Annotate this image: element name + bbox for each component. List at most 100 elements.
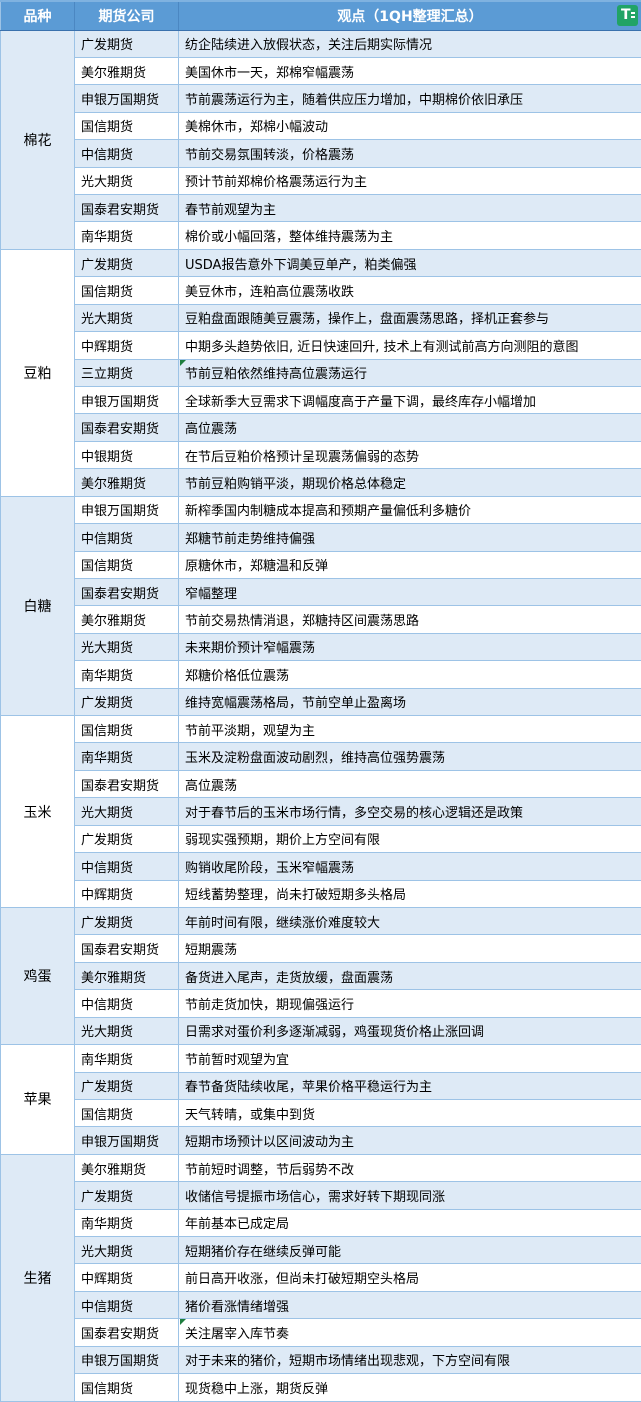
company-cell: 国泰君安期货 <box>74 1318 179 1347</box>
table-row: 国信期货 美棉休市，郑棉小幅波动 <box>1 111 641 141</box>
opinion-cell: 春节前观望为主 <box>178 194 641 223</box>
table-row: 中辉期货 短线蓄势整理，尚未打破短期多头格局 <box>1 879 641 909</box>
company-cell: 光大期货 <box>74 797 179 826</box>
company-cell: 南华期货 <box>74 742 179 771</box>
company-cell: 国泰君安期货 <box>74 194 179 223</box>
company-cell: 三立期货 <box>74 358 179 387</box>
table-row: 国泰君安期货 高位震荡 <box>1 413 641 442</box>
table-row: 国泰君安期货 短期震荡 <box>1 934 641 963</box>
table-row: 美尔雅期货 节前交易热情消退，郑糖持区间震荡思路 <box>1 605 641 634</box>
company-cell: 申银万国期货 <box>74 1126 179 1155</box>
company-cell: 广发期货 <box>74 906 179 936</box>
variety-cell: 生猪 <box>0 1153 75 1402</box>
company-cell: 广发期货 <box>74 824 179 854</box>
table-row: 美尔雅期货 备货进入尾声，走货放缓，盘面震荡 <box>1 961 641 991</box>
table-row: 玉米 国信期货 节前平淡期，观望为主 <box>0 715 641 908</box>
company-cell: 广发期货 <box>74 1071 179 1100</box>
company-cell: 国信期货 <box>74 550 179 579</box>
opinion-cell: 玉米及淀粉盘面波动剧烈，维持高位强势震荡 <box>178 742 641 771</box>
company-cell: 广发期货 <box>74 248 179 278</box>
opinion-cell: 前日高开收涨，但尚未打破短期空头格局 <box>178 1263 641 1292</box>
opinion-cell: 短期震荡 <box>178 934 641 963</box>
col-header-company: 期货公司 <box>74 0 179 31</box>
table-row: 南华期货 玉米及淀粉盘面波动剧烈，维持高位强势震荡 <box>1 742 641 771</box>
opinion-cell: 新榨季国内制糖成本提高和预期产量偏低利多糖价 <box>178 495 641 525</box>
company-cell: 光大期货 <box>74 303 179 333</box>
variety-cell: 鸡蛋 <box>0 906 75 1046</box>
header-row: 品种 期货公司 观点（1QH整理汇总） T <box>0 0 641 31</box>
company-cell: 国泰君安期货 <box>74 413 179 442</box>
opinion-cell: 节前交易热情消退，郑糖持区间震荡思路 <box>178 605 641 634</box>
table-row: 中辉期货 前日高开收涨，但尚未打破短期空头格局 <box>1 1263 641 1292</box>
col-header-variety: 品种 <box>0 0 75 31</box>
comment-marker-icon <box>180 360 186 366</box>
company-cell: 国信期货 <box>74 111 179 141</box>
company-cell: 美尔雅期货 <box>74 605 179 634</box>
table-row: 广发期货 弱现实强预期，期价上方空间有限 <box>1 824 641 854</box>
company-cell: 美尔雅期货 <box>74 468 179 497</box>
table-row: 光大期货 对于春节后的玉米市场行情，多空交易的核心逻辑还是政策 <box>1 797 641 826</box>
company-cell: 中银期货 <box>74 440 179 470</box>
table-row: 中银期货 在节后豆粕价格预计呈现震荡偏弱的态势 <box>1 440 641 470</box>
company-cell: 中信期货 <box>74 989 179 1018</box>
table-row: 广发期货 维持宽幅震荡格局，节前空单止盈离场 <box>1 687 641 717</box>
table-row: 国信期货 现货稳中上涨，期货反弹 <box>1 1373 641 1402</box>
company-cell: 中信期货 <box>74 523 179 552</box>
company-cell: 申银万国期货 <box>74 495 179 525</box>
opinion-cell: 对于未来的猪价，短期市场情绪出现悲观，下方空间有限 <box>178 1345 641 1375</box>
table-row: 国泰君安期货 高位震荡 <box>1 769 641 799</box>
company-cell: 中辉期货 <box>74 331 179 360</box>
opinion-cell: 年前基本已成定局 <box>178 1208 641 1238</box>
opinion-cell: USDA报告意外下调美豆单产，粕类偏强 <box>178 248 641 278</box>
opinion-cell: 日需求对蛋价利多逐渐减弱，鸡蛋现货价格止涨回调 <box>178 1016 641 1046</box>
opinion-cell: 节前震荡运行为主，随着供应压力增加，中期棉价依旧承压 <box>178 84 641 113</box>
opinion-cell: 现货稳中上涨，期货反弹 <box>178 1373 641 1402</box>
table-row: 国泰君安期货 春节前观望为主 <box>1 194 641 223</box>
opinion-cell: 节前豆粕依然维持高位震荡运行 <box>178 358 641 387</box>
opinion-cell: 短线蓄势整理，尚未打破短期多头格局 <box>178 879 641 909</box>
table-row: 广发期货 春节备货陆续收尾，苹果价格平稳运行为主 <box>1 1071 641 1100</box>
col-header-opinion-label: 观点（1QH整理汇总） <box>337 8 483 25</box>
company-cell: 光大期货 <box>74 166 179 196</box>
opinion-cell: 棉价或小幅回落，整体维持震荡为主 <box>178 221 641 250</box>
company-cell: 南华期货 <box>74 1044 179 1073</box>
company-cell: 国信期货 <box>74 1373 179 1402</box>
table-row: 中信期货 节前走货加快，期现偏强运行 <box>1 989 641 1018</box>
opinion-cell: 购销收尾阶段，玉米窄幅震荡 <box>178 852 641 881</box>
table-row: 中信期货 郑糖节前走势维持偏强 <box>1 523 641 552</box>
table-row: 光大期货 预计节前郑棉价格震荡运行为主 <box>1 166 641 196</box>
opinion-cell: 短期猪价存在继续反弹可能 <box>178 1236 641 1265</box>
opinion-cell: 纺企陆续进入放假状态，关注后期实际情况 <box>178 29 641 58</box>
opinion-cell: 春节备货陆续收尾，苹果价格平稳运行为主 <box>178 1071 641 1100</box>
table-row: 美尔雅期货 节前豆粕购销平淡，期现价格总体稳定 <box>1 468 641 497</box>
company-cell: 光大期货 <box>74 1016 179 1046</box>
table-row: 光大期货 未来期价预计窄幅震荡 <box>1 632 641 662</box>
company-cell: 南华期货 <box>74 660 179 689</box>
company-cell: 申银万国期货 <box>74 84 179 113</box>
company-cell: 美尔雅期货 <box>74 961 179 991</box>
company-cell: 中信期货 <box>74 139 179 168</box>
table-body: 棉花 广发期货 纺企陆续进入放假状态，关注后期实际情况 美尔雅期货 美国休市一天，郑棉窄… <box>0 29 641 1402</box>
company-cell: 国信期货 <box>74 1098 179 1128</box>
table-row: 国信期货 天气转晴，或集中到货 <box>1 1098 641 1128</box>
variety-cell: 玉米 <box>0 715 75 908</box>
opinion-cell: 窄幅整理 <box>178 577 641 607</box>
company-cell: 南华期货 <box>74 221 179 250</box>
opinion-cell: 节前走货加快，期现偏强运行 <box>178 989 641 1018</box>
opinion-cell: 原糖休市，郑糖温和反弹 <box>178 550 641 579</box>
table-row: 生猪 美尔雅期货 节前短时调整，节后弱势不改 <box>0 1153 641 1402</box>
opinion-cell: 预计节前郑棉价格震荡运行为主 <box>178 166 641 196</box>
company-cell: 国泰君安期货 <box>74 577 179 607</box>
company-cell: 美尔雅期货 <box>74 1153 179 1183</box>
table-row: 申银万国期货 节前震荡运行为主，随着供应压力增加，中期棉价依旧承压 <box>1 84 641 113</box>
opinion-cell: 高位震荡 <box>178 769 641 799</box>
table-row: 中信期货 节前交易氛围转淡，价格震荡 <box>1 139 641 168</box>
opinion-cell: 美棉休市，郑棉小幅波动 <box>178 111 641 141</box>
opinion-cell: 郑糖价格低位震荡 <box>178 660 641 689</box>
table-row: 三立期货 节前豆粕依然维持高位震荡运行 <box>1 358 641 387</box>
table-row: 白糖 申银万国期货 新榨季国内制糖成本提高和预期产量偏低利多糖价 <box>0 495 641 717</box>
app-logo-icon[interactable]: T <box>617 5 638 26</box>
opinion-cell: 猪价看涨情绪增强 <box>178 1290 641 1320</box>
table-row: 光大期货 日需求对蛋价利多逐渐减弱，鸡蛋现货价格止涨回调 <box>1 1016 641 1046</box>
